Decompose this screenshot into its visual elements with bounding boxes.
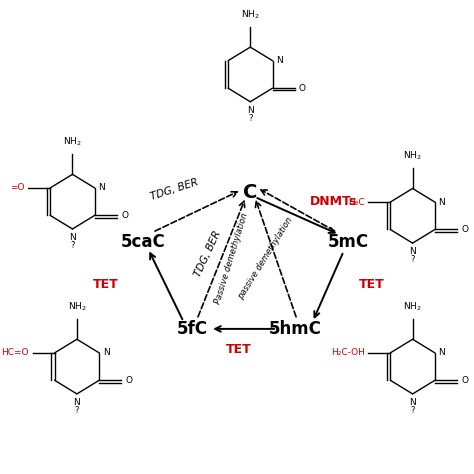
Text: ?: ? — [410, 255, 415, 264]
Text: N: N — [98, 183, 105, 192]
Text: C: C — [243, 183, 257, 202]
Text: O: O — [126, 376, 133, 385]
Text: ?: ? — [74, 406, 79, 415]
Text: O: O — [461, 376, 468, 385]
Text: NH$_2$: NH$_2$ — [403, 301, 422, 313]
Text: TET: TET — [93, 278, 118, 291]
Text: N: N — [409, 247, 416, 256]
Text: N: N — [438, 348, 445, 357]
Text: NH$_2$: NH$_2$ — [241, 9, 260, 21]
Text: TET: TET — [226, 343, 252, 356]
Text: N: N — [103, 348, 109, 357]
Text: N: N — [73, 398, 80, 407]
Text: TDG, BER: TDG, BER — [193, 229, 223, 278]
Text: DNMTs: DNMTs — [310, 195, 358, 208]
Text: N: N — [276, 56, 283, 65]
Text: 5mC: 5mC — [328, 233, 369, 251]
Text: O: O — [299, 83, 306, 92]
Text: ?: ? — [248, 114, 253, 123]
Text: TET: TET — [359, 278, 385, 291]
Text: TDG, BER: TDG, BER — [149, 177, 200, 201]
Text: NH$_2$: NH$_2$ — [63, 136, 82, 148]
Text: N: N — [409, 398, 416, 407]
Text: 5fC: 5fC — [177, 320, 208, 338]
Text: O: O — [121, 211, 128, 220]
Text: N: N — [247, 106, 254, 115]
Text: NH$_2$: NH$_2$ — [403, 150, 422, 162]
Text: N: N — [69, 233, 76, 242]
Text: 5hmC: 5hmC — [268, 320, 321, 338]
Text: passive demethylation: passive demethylation — [237, 216, 295, 301]
Text: H₂C-OH: H₂C-OH — [331, 348, 365, 357]
Text: NH$_2$: NH$_2$ — [68, 301, 86, 313]
Text: H₃C: H₃C — [348, 198, 365, 207]
Text: ?: ? — [410, 406, 415, 415]
Text: Passive demethylation: Passive demethylation — [213, 211, 250, 305]
Text: HC=O: HC=O — [1, 348, 29, 357]
Text: O: O — [461, 225, 468, 234]
Text: =O: =O — [10, 183, 25, 192]
Text: 5caC: 5caC — [121, 233, 166, 251]
Text: ?: ? — [70, 241, 75, 250]
Text: N: N — [438, 198, 445, 207]
